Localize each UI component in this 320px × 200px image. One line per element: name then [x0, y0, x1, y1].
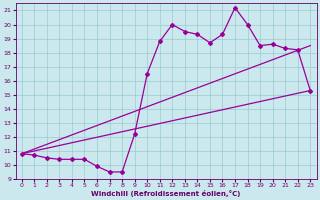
- X-axis label: Windchill (Refroidissement éolien,°C): Windchill (Refroidissement éolien,°C): [91, 190, 241, 197]
